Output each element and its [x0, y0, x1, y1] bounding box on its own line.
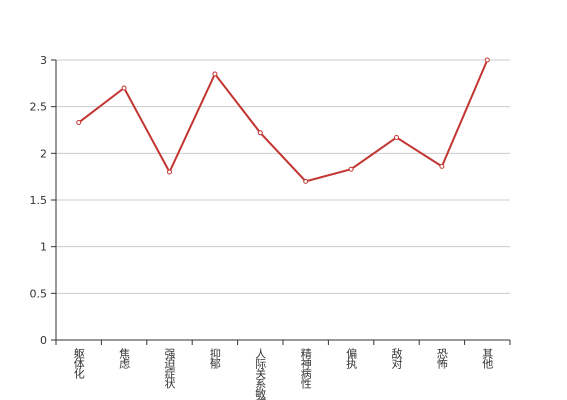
point: [394, 134, 399, 140]
x-tick-label: 焦虑: [118, 348, 131, 369]
point: [121, 85, 127, 91]
x-tick-label: 偏执: [345, 347, 358, 370]
x-tick-label: 恐怖: [435, 348, 448, 369]
y-tick-label: 3: [40, 54, 47, 67]
point: [76, 120, 82, 126]
y-tick-label: 2: [40, 147, 47, 160]
x-tick-label: 躯体化: [72, 348, 85, 380]
y-tick-label: 1: [40, 241, 47, 254]
point: [303, 178, 309, 184]
point: [212, 71, 218, 77]
line: [78, 59, 489, 183]
y-tick-label: 1.5: [30, 194, 48, 207]
x-tick-label: 其他: [481, 348, 494, 369]
x-tick-label: 精神病性: [299, 348, 312, 390]
y-tick-label: 0.5: [30, 287, 48, 300]
point: [484, 57, 490, 63]
point: [167, 169, 172, 175]
y-tick-label: 0: [40, 334, 47, 347]
y-tick-label: 2.5: [30, 101, 48, 114]
x-tick-label: 敌对: [390, 347, 403, 369]
x-tick-label: 强迫症状: [163, 348, 176, 389]
point: [348, 166, 354, 172]
x-tick-label: 抑郁: [208, 347, 221, 369]
point: [439, 163, 445, 169]
point: [257, 130, 263, 136]
x-tick-label: 人际关系敏感: [254, 348, 267, 400]
